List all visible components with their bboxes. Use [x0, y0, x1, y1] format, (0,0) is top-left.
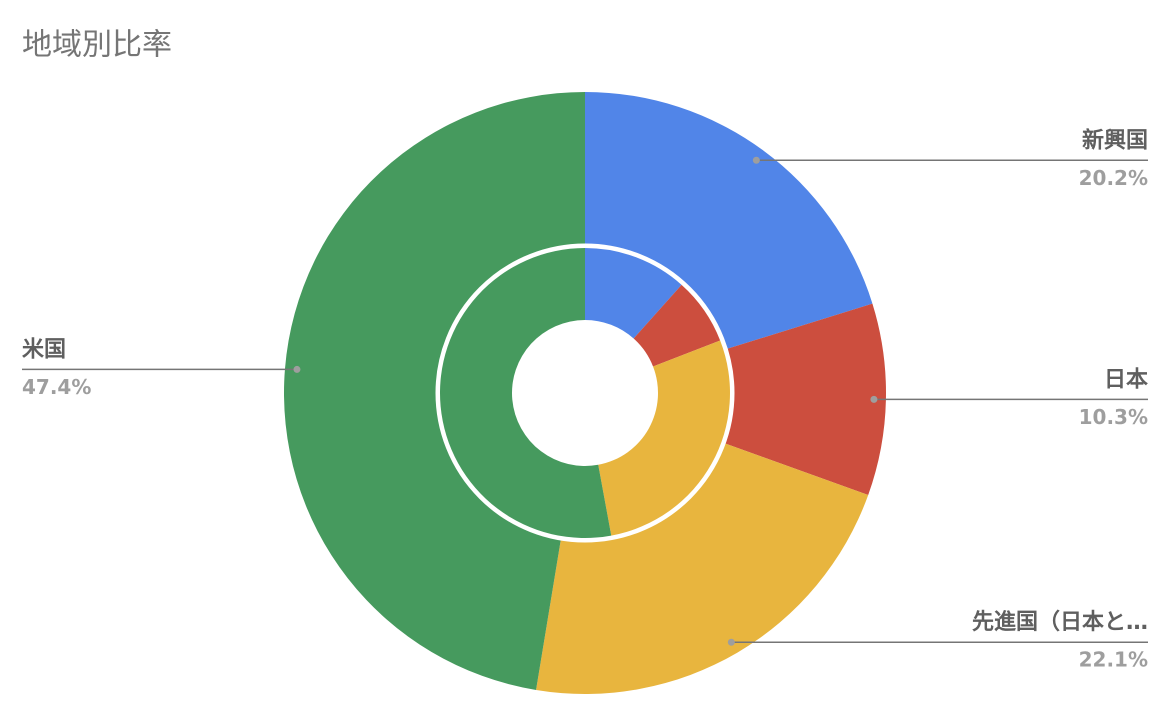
- slice-label: 日本: [1104, 367, 1148, 392]
- chart-title: 地域別比率: [22, 28, 172, 63]
- donut-slice: [439, 248, 612, 538]
- donut-slice: [633, 284, 721, 367]
- slice-value-label: 10.3%: [1079, 405, 1148, 429]
- slice-label: 新興国: [1082, 127, 1148, 153]
- slice-label: 先進国（日本と…: [972, 610, 1148, 635]
- leader-dot: [293, 365, 301, 373]
- donut-slice: [536, 443, 869, 694]
- donut-slice: [585, 92, 873, 349]
- leader-dot: [870, 395, 878, 403]
- donut-slice: [585, 248, 682, 339]
- donut-slice: [283, 92, 585, 690]
- donut-slice: [725, 303, 887, 495]
- slice-value-label: 20.2%: [1079, 166, 1148, 190]
- slice-value-label: 47.4%: [22, 375, 91, 399]
- donut-slice: [598, 340, 730, 536]
- slice-label: 米国: [22, 337, 66, 362]
- leader-dot: [727, 638, 735, 646]
- leader-dot: [752, 156, 760, 164]
- slice-value-label: 22.1%: [1079, 648, 1148, 672]
- ring-separator: [435, 243, 735, 543]
